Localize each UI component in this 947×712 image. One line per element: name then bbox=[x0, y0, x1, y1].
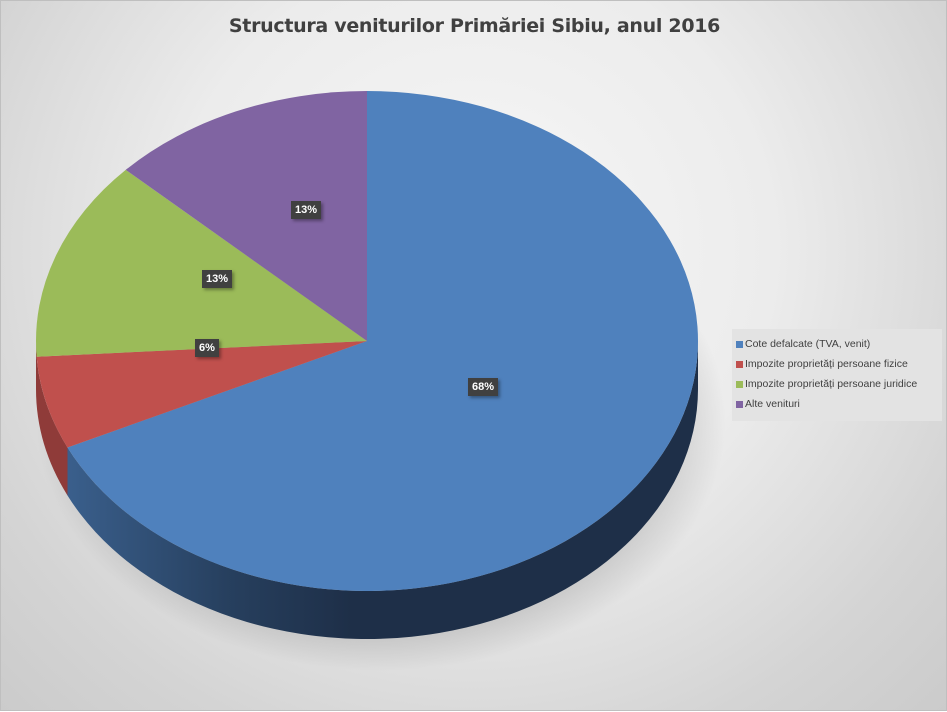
pie-side bbox=[67, 341, 698, 640]
legend-label: Alte venituri bbox=[745, 398, 800, 410]
slice-cote-defalcate[interactable] bbox=[67, 91, 698, 591]
chart-title: Structura veniturilor Primăriei Sibiu, a… bbox=[228, 15, 721, 37]
legend-label: Impozite proprietăți persoane juridice bbox=[745, 378, 918, 390]
slice-alte-venituri[interactable] bbox=[125, 91, 367, 341]
data-label-impozite-juridice: 13% bbox=[202, 270, 233, 288]
legend-item-impozite-juridice[interactable]: Impozite proprietăți persoane juridice bbox=[736, 374, 938, 394]
legend-swatch bbox=[736, 380, 743, 388]
legend-label: Impozite proprietăți persoane fizice bbox=[745, 358, 908, 370]
pie-side-red bbox=[36, 341, 68, 496]
legend: Cote defalcate (TVA, venit) Impozite pro… bbox=[732, 329, 942, 421]
legend-item-cote-defalcate[interactable]: Cote defalcate (TVA, venit) bbox=[736, 334, 938, 354]
legend-label: Cote defalcate (TVA, venit) bbox=[745, 338, 871, 350]
slice-impozite-juridice[interactable] bbox=[36, 169, 367, 357]
slice-impozite-fizice[interactable] bbox=[36, 341, 368, 448]
legend-item-impozite-fizice[interactable]: Impozite proprietăți persoane fizice bbox=[736, 354, 938, 374]
data-label-alte-venituri: 13% bbox=[291, 201, 322, 219]
legend-swatch bbox=[736, 360, 743, 368]
legend-swatch bbox=[736, 340, 743, 348]
data-label-impozite-fizice: 6% bbox=[195, 339, 219, 357]
legend-item-alte-venituri[interactable]: Alte venituri bbox=[736, 394, 938, 414]
legend-swatch bbox=[736, 400, 743, 408]
data-label-cote-defalcate: 68% bbox=[468, 378, 499, 396]
